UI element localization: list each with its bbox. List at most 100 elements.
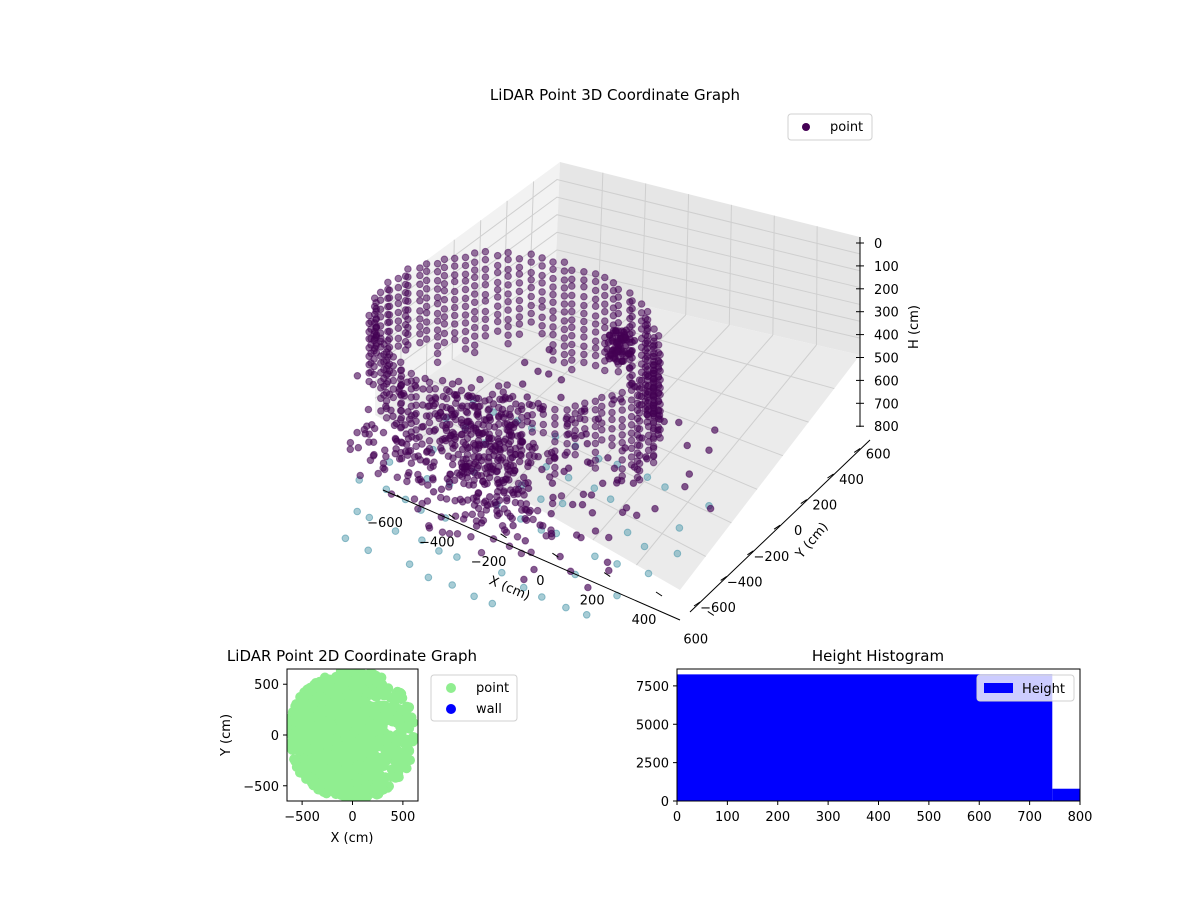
pane-floor [375,285,860,590]
x-tick-mark-3d [655,591,663,597]
point-3d [516,431,525,440]
point-3d [547,448,556,457]
point-3d [494,435,502,443]
point-3d [354,443,363,452]
point-2d [333,674,344,685]
point-3d [401,272,410,281]
point-2d [404,746,415,756]
point-2d [322,705,333,716]
floor-point [341,534,350,543]
point-3d [504,322,512,331]
point-3d [604,352,613,360]
point-3d [515,279,524,287]
point-3d [444,452,453,461]
point-3d [403,378,412,387]
point-3d [591,270,600,278]
point-3d [422,260,431,268]
point-3d [650,399,658,408]
plot-2d: −500 −500 0 0 500 500 LiDAR Point 2D Coordina… [219,647,518,846]
point-3d [551,463,559,472]
point-3d [385,302,394,311]
x-tick-mark-3d [707,610,715,616]
point-3d [384,278,392,287]
point-3d [545,345,554,354]
floor-grid-line [529,303,835,390]
point-3d [448,460,457,469]
point-3d [433,326,442,334]
point-3d [610,396,618,404]
point-3d [637,383,646,392]
point-3d [515,320,524,328]
point-3d [481,273,490,281]
point-3d [422,294,431,302]
pane-back-right [555,162,860,355]
point-3d [515,296,524,305]
legend-marker-point-2d [446,683,456,693]
point-3d [520,491,528,499]
point-3d [453,530,462,538]
floor-point [391,527,400,535]
point-3d [488,390,497,399]
point-3d [591,351,600,360]
point-3d [493,268,502,277]
point-3d [370,362,378,371]
point-3d [397,406,406,415]
point-3d [630,382,639,391]
point-3d [655,411,664,420]
floor-point [488,599,497,608]
point-3d [475,452,483,461]
point-3d [448,410,456,419]
point-3d [563,406,571,414]
point-3d [450,311,459,320]
point-2d [390,735,401,745]
y-tick-label-3d: 600 [866,447,891,462]
floor-point [353,507,362,516]
point-3d [394,274,403,283]
point-3d [626,373,634,382]
point-2d [312,711,323,721]
point-3d [470,290,479,298]
point-3d [416,280,424,289]
point-3d [397,399,406,407]
point-3d [481,265,490,274]
back-grid-line [685,194,690,316]
point-3d [521,537,530,545]
point-3d [580,276,588,284]
x-tick-label-hist: 600 [967,810,992,825]
point-3d [433,309,442,318]
point-3d [580,283,588,291]
floor-point [613,560,621,568]
point-3d [510,466,519,475]
point-3d [461,319,470,327]
y-tick-label-hist: 2500 [636,757,669,772]
point-3d [494,456,502,465]
plot-3d: −600−400−2000200400600−600−400−200020040… [341,86,922,647]
floor-point [591,552,599,561]
point-3d [637,334,646,343]
floor-point [519,583,528,592]
point-3d [483,501,492,510]
point-3d [372,322,381,331]
point-3d [591,397,600,406]
point-3d [625,364,634,372]
point-2d [330,733,341,744]
point-3d [488,445,497,453]
point-3d [601,273,609,282]
point-3d [461,253,470,262]
point-2d [335,669,346,677]
point-3d [527,250,536,258]
point-3d [457,386,466,395]
point-3d [538,296,546,305]
point-3d [401,280,410,289]
point-3d [515,263,524,272]
point-3d [603,558,612,567]
point-3d [382,380,391,388]
point-3d [683,441,692,450]
point-3d [385,311,394,319]
point-3d [467,430,475,439]
point-2d [301,768,312,778]
point-3d [549,323,557,331]
point-3d [601,323,609,332]
y-axis-line [689,439,871,613]
point-3d [608,425,616,433]
